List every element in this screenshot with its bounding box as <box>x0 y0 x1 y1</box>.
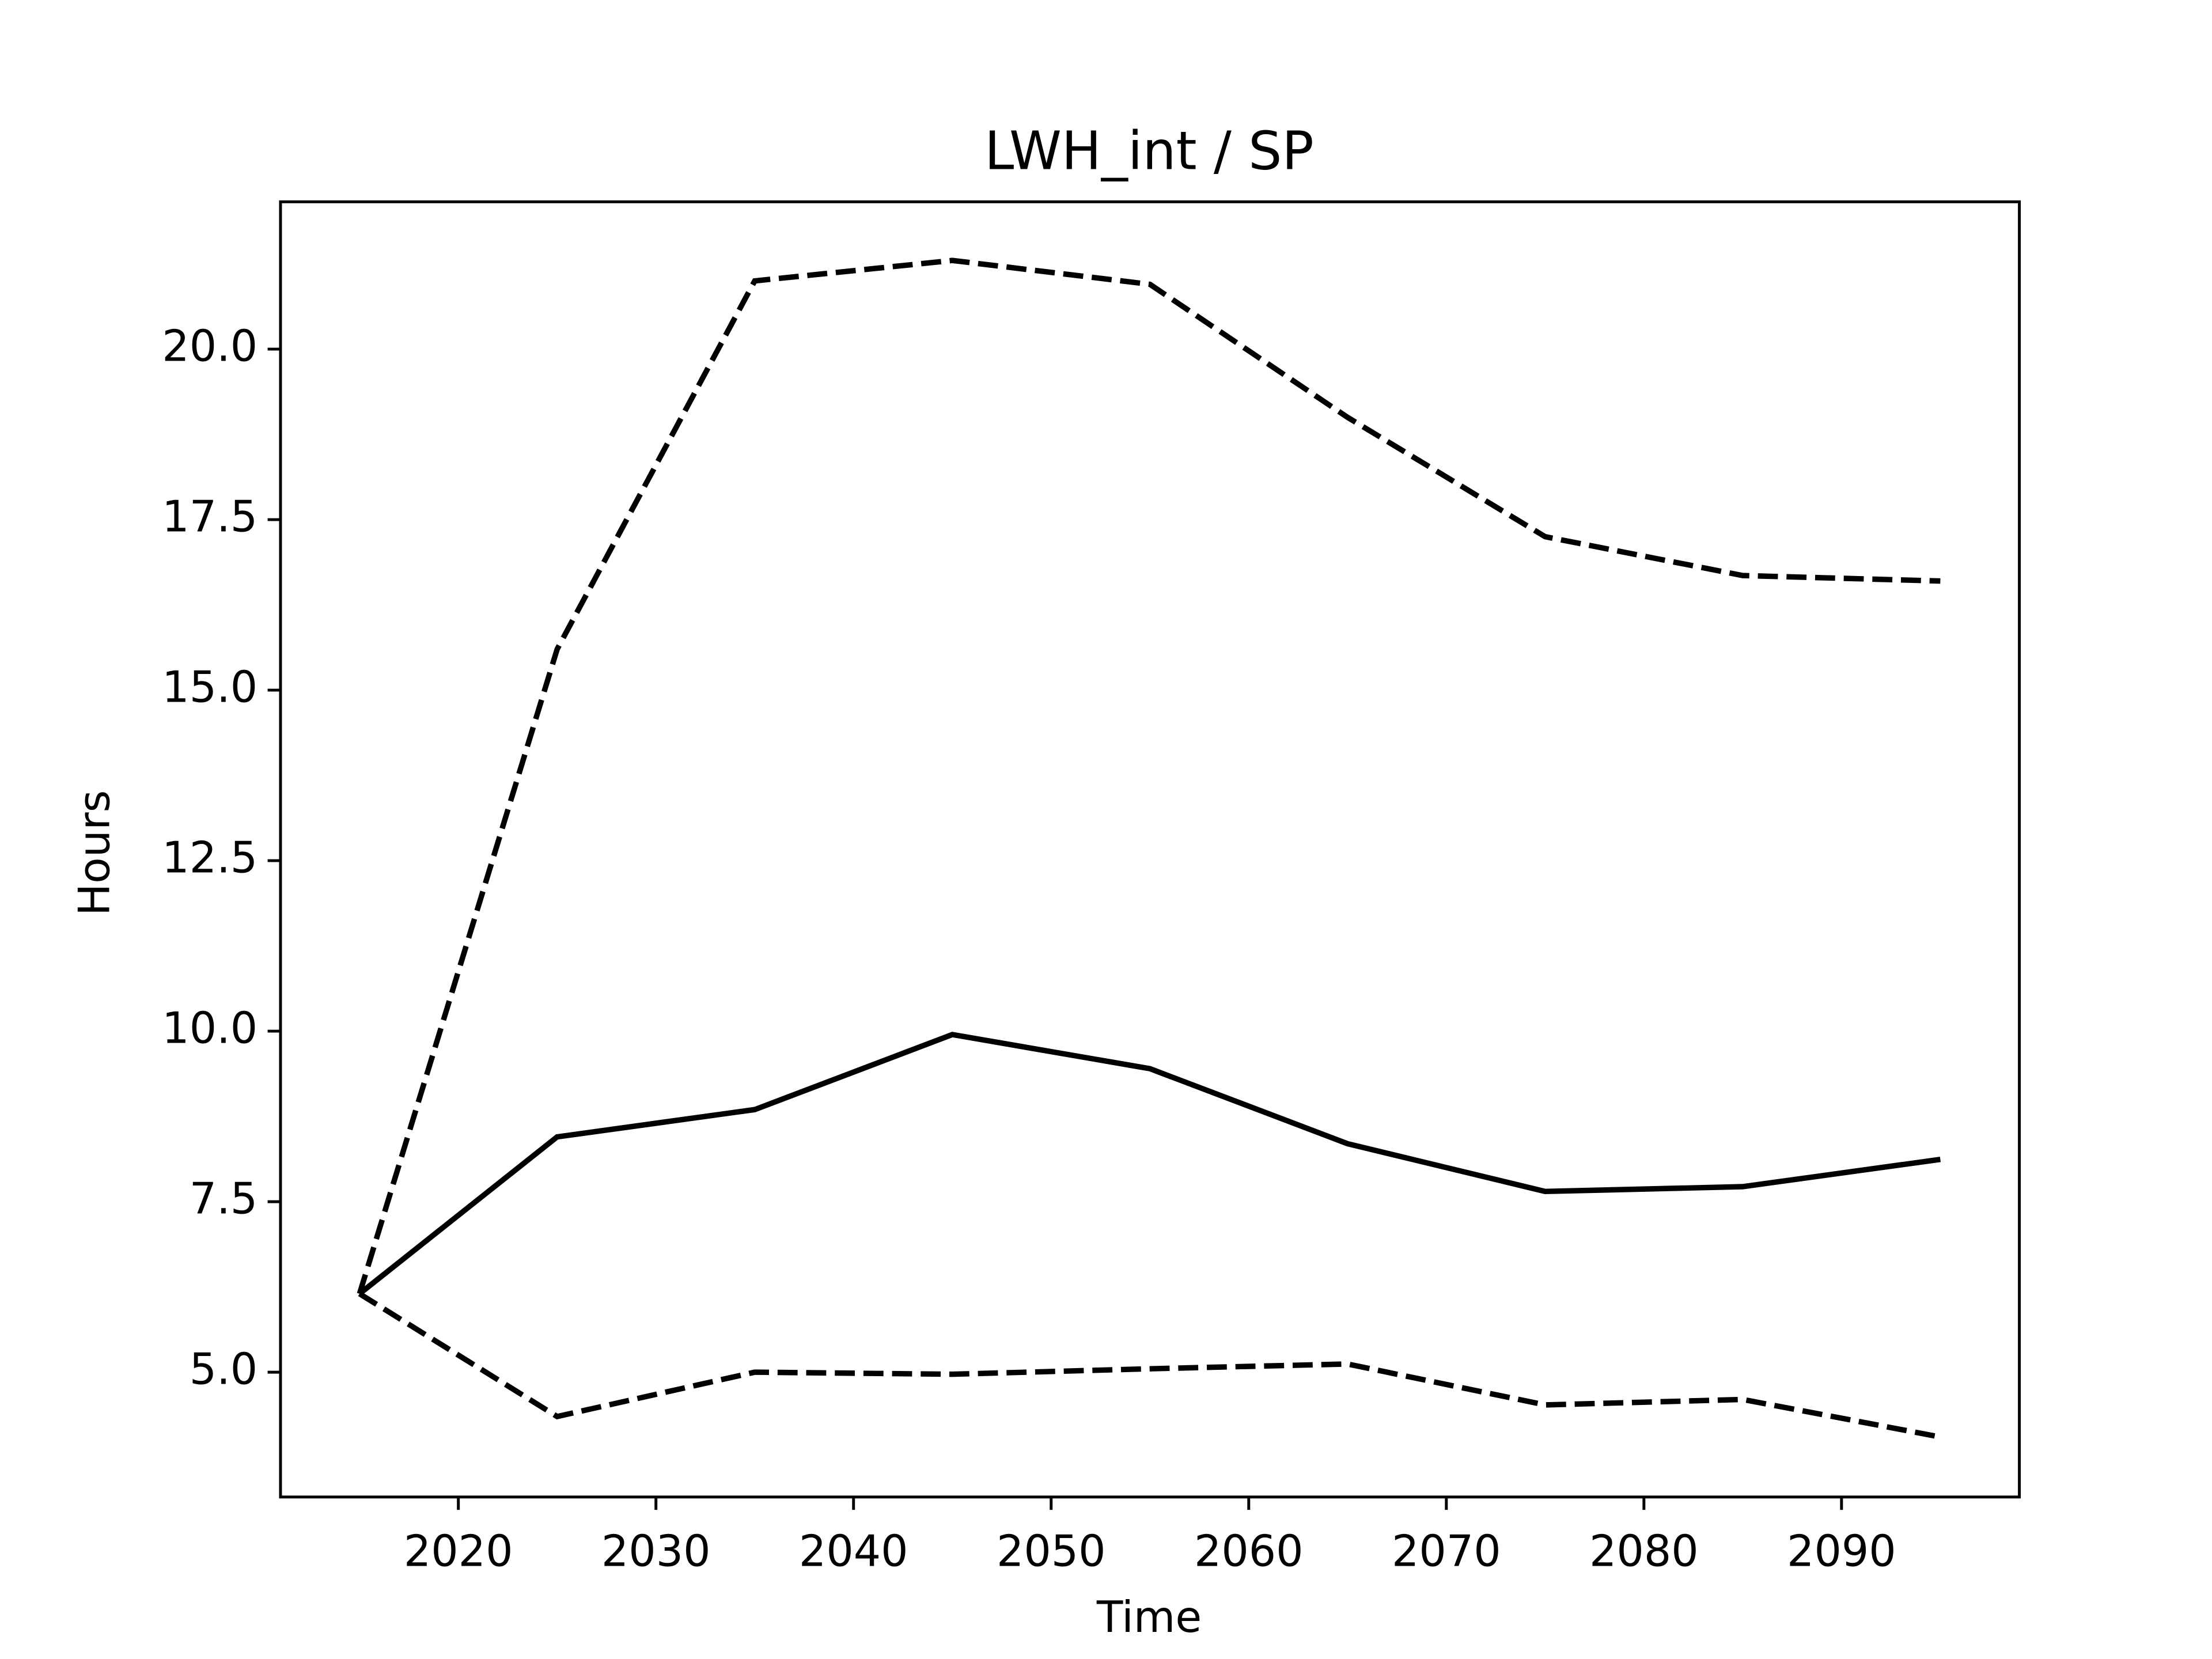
x-axis-label: Time <box>1096 1592 1202 1642</box>
x-tick-label: 2040 <box>799 1527 908 1577</box>
x-tick-label: 2060 <box>1194 1527 1304 1577</box>
y-tick-label: 15.0 <box>162 662 257 713</box>
x-tick-label: 2050 <box>997 1527 1106 1577</box>
y-tick-label: 20.0 <box>162 321 257 372</box>
y-tick-label: 10.0 <box>162 1003 257 1054</box>
x-tick-label: 2020 <box>404 1527 513 1577</box>
line-series <box>358 1032 1941 1296</box>
y-tick-label: 12.5 <box>162 833 257 883</box>
y-tick-label: 7.5 <box>190 1174 258 1224</box>
y-axis-label: Hours <box>69 790 119 916</box>
line-series <box>357 257 1941 1295</box>
y-tick-label: 5.0 <box>190 1344 258 1395</box>
x-tick-label: 2030 <box>601 1527 711 1577</box>
x-tick-label: 2090 <box>1787 1527 1896 1577</box>
x-tick-label: 2080 <box>1589 1527 1699 1577</box>
x-tick-label: 2070 <box>1392 1527 1501 1577</box>
y-tick-label: 17.5 <box>162 492 257 542</box>
line-series <box>358 1291 1941 1440</box>
chart-title: LWH_int / SP <box>984 120 1314 182</box>
plot-frame <box>279 200 2021 1499</box>
